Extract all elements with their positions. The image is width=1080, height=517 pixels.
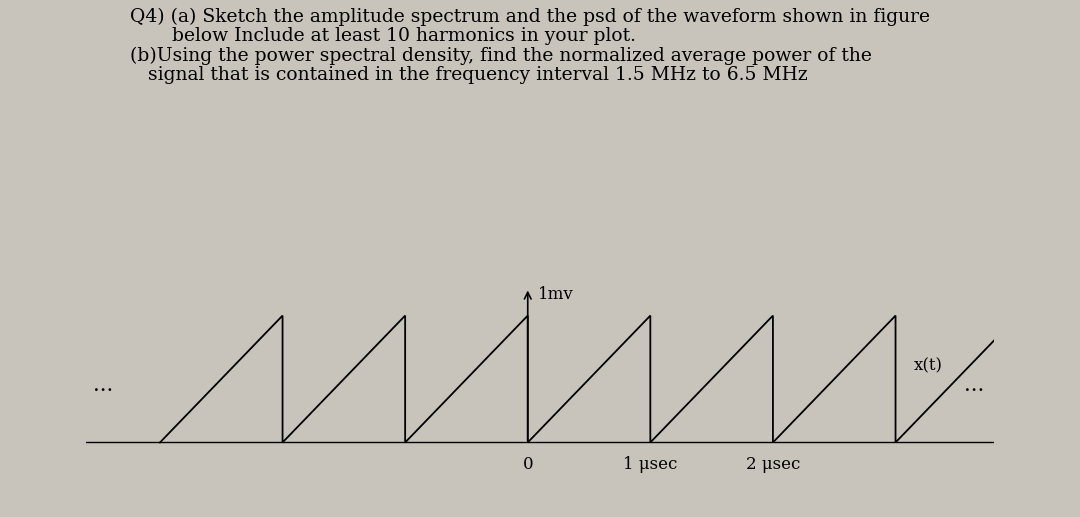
Text: ...: ...	[963, 376, 984, 395]
Text: Q4) (a) Sketch the amplitude spectrum and the psd of the waveform shown in figur: Q4) (a) Sketch the amplitude spectrum an…	[130, 8, 930, 26]
Text: below Include at least 10 harmonics in your plot.: below Include at least 10 harmonics in y…	[130, 27, 636, 45]
Text: ...: ...	[93, 376, 112, 395]
Text: 1mv: 1mv	[538, 285, 573, 302]
Text: 2 μsec: 2 μsec	[746, 457, 800, 474]
Text: signal that is contained in the frequency interval 1.5 MHz to 6.5 MHz: signal that is contained in the frequenc…	[130, 66, 808, 84]
Text: x(t): x(t)	[914, 358, 943, 375]
Text: 1 μsec: 1 μsec	[623, 457, 677, 474]
Text: 0: 0	[523, 457, 534, 474]
Text: (b)Using the power spectral density, find the normalized average power of the: (b)Using the power spectral density, fin…	[130, 47, 872, 65]
